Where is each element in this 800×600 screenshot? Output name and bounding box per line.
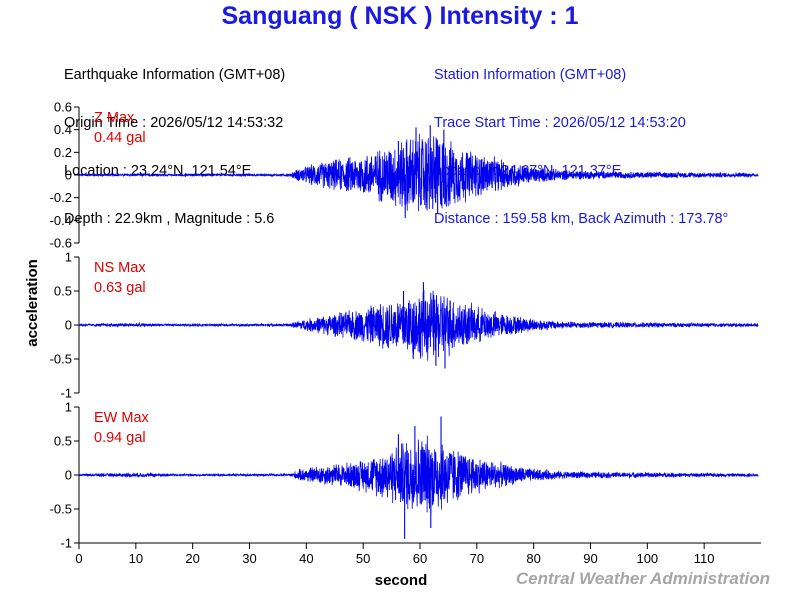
- y-tick-label: 0: [65, 468, 72, 483]
- y-tick-label: 0.6: [54, 100, 72, 115]
- max-value: 0.63 gal: [94, 280, 146, 296]
- max-label: EW Max: [94, 410, 150, 426]
- x-tick-label: 80: [526, 551, 540, 566]
- x-tick-label: 60: [413, 551, 427, 566]
- y-tick-label: -0.5: [50, 502, 72, 517]
- panel-ns: [74, 256, 759, 394]
- y-tick-label: 0.5: [54, 434, 72, 449]
- y-tick-label: -0.6: [50, 236, 72, 251]
- x-tick-label: 90: [583, 551, 597, 566]
- waveform-ew: [78, 435, 759, 515]
- station-info-heading: Station Information (GMT+08): [434, 67, 627, 83]
- x-tick-label: 100: [636, 551, 658, 566]
- x-tick-label: 50: [356, 551, 370, 566]
- y-tick-label: -1: [60, 386, 72, 401]
- panel-z: [74, 106, 759, 244]
- y-tick-label: 0: [65, 168, 72, 183]
- max-label: NS Max: [94, 260, 146, 276]
- distance-azimuth: Distance : 159.58 km, Back Azimuth : 173…: [434, 211, 729, 227]
- y-tick-label: -0.5: [50, 352, 72, 367]
- trace-start-time: Trace Start Time : 2026/05/12 14:53:20: [434, 115, 686, 131]
- x-tick-label: 110: [694, 551, 715, 566]
- waveform-z: [78, 133, 759, 212]
- x-tick-label: 40: [299, 551, 313, 566]
- y-tick-label: -1: [60, 536, 72, 551]
- x-tick-label: 70: [470, 551, 484, 566]
- y-tick-label: 0.5: [54, 284, 72, 299]
- waveform-ns: [78, 289, 759, 361]
- agency-credit: Central Weather Administration: [515, 569, 770, 588]
- y-tick-label: 0.2: [54, 145, 72, 160]
- x-tick-label: 30: [242, 551, 256, 566]
- y-tick-label: 1: [65, 400, 72, 415]
- x-tick-label: 20: [185, 551, 199, 566]
- x-tick-label: 10: [129, 551, 143, 566]
- max-label: Z Max: [94, 110, 135, 126]
- max-value: 0.44 gal: [94, 130, 146, 146]
- origin-time: Origin Time : 2026/05/12 14:53:32: [64, 115, 284, 131]
- max-value: 0.94 gal: [94, 430, 146, 446]
- y-tick-label: 1: [65, 250, 72, 265]
- y-tick-label: -0.4: [50, 213, 72, 228]
- earthquake-info-heading: Earthquake Information (GMT+08): [64, 67, 286, 83]
- x-tick-label: 0: [75, 551, 82, 566]
- y-tick-label: 0: [65, 318, 72, 333]
- depth-magnitude: Depth : 22.9km , Magnitude : 5.6: [64, 211, 275, 227]
- x-axis-title: second: [375, 572, 428, 589]
- y-tick-label: 0.4: [54, 122, 72, 137]
- y-tick-label: -0.2: [50, 190, 72, 205]
- chart-title: Sanguang ( NSK ) Intensity : 1: [221, 2, 579, 30]
- panel-ew: [74, 406, 759, 544]
- y-axis-title: acceleration: [24, 259, 41, 347]
